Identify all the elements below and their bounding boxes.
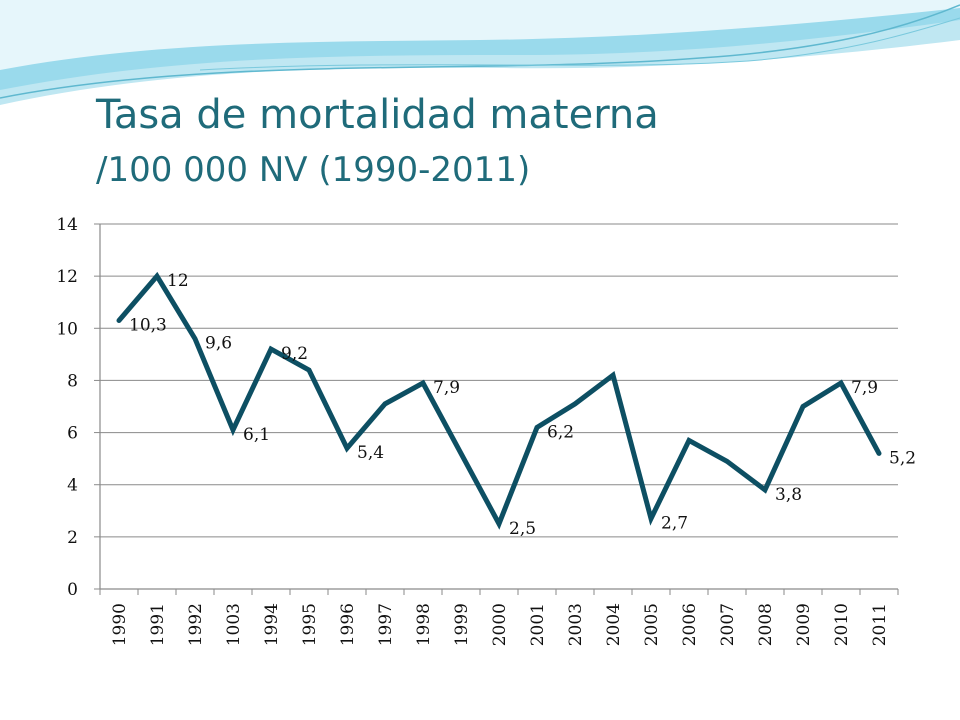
x-tick-label: 2008: [756, 603, 776, 646]
x-tick-label: 1992: [186, 603, 206, 646]
data-label: 3,8: [775, 485, 802, 505]
x-tick-label: 1994: [262, 603, 282, 646]
data-label: 6,1: [243, 425, 270, 445]
series-group: [116, 271, 882, 530]
y-tick-label: 6: [67, 424, 78, 444]
x-tick-label: 1003: [224, 603, 244, 646]
data-label: 9,2: [281, 344, 308, 364]
data-label: 5,2: [889, 448, 916, 468]
x-tick-label: 1991: [148, 603, 168, 646]
x-tick-label: 2009: [794, 603, 814, 646]
y-tick-label: 14: [56, 215, 78, 235]
x-tick-label: 2010: [832, 603, 852, 646]
y-tick-label: 12: [56, 267, 78, 287]
chart-subtitle: /100 000 NV (1990-2011): [96, 150, 531, 190]
x-tick-label: 1996: [338, 603, 358, 646]
data-label: 5,4: [357, 443, 384, 463]
y-tick-label: 10: [56, 319, 78, 339]
y-tick-label: 8: [67, 371, 78, 391]
x-tick-label: 2000: [490, 603, 510, 646]
data-label: 2,7: [661, 514, 688, 534]
data-labels: 10,3 12 9,6 6,1 9,2 5,4 7,9 2,5 6,2 2,7 3,8 7,9 5,2: [129, 271, 916, 539]
x-tick-label: 2007: [718, 603, 738, 646]
y-tick-label: 4: [67, 476, 78, 496]
data-label: 12: [167, 271, 189, 291]
x-tick-label: 2011: [870, 603, 890, 646]
x-tick-label: 1999: [452, 603, 472, 646]
x-tick-label: 1990: [110, 603, 130, 646]
y-tick-label: 2: [67, 528, 78, 548]
x-axis-ticks: 1990 1991 1992 1003 1994 1995 1996 1997 1998 1999…: [110, 603, 890, 646]
data-label: 7,9: [433, 378, 460, 398]
x-tick-label: 2001: [528, 603, 548, 646]
chart-title: Tasa de mortalidad materna: [96, 92, 659, 138]
x-tick-label: 2004: [604, 603, 624, 646]
data-label: 7,9: [851, 378, 878, 398]
x-axis: [99, 224, 899, 595]
x-tick-label: 2005: [642, 603, 662, 646]
series-line: [116, 271, 882, 530]
x-tick-label: 2003: [566, 603, 586, 646]
y-tick-label: 0: [67, 580, 78, 600]
data-label: 6,2: [547, 422, 574, 442]
x-tick-label: 1998: [414, 603, 434, 646]
data-label: 2,5: [509, 519, 536, 539]
x-tick-label: 1995: [300, 603, 320, 646]
y-axis-ticks: 0 2 4 6 8 10 12 14: [56, 215, 100, 600]
data-label: 10,3: [129, 315, 167, 335]
x-tick-label: 2006: [680, 603, 700, 646]
data-label: 9,6: [205, 334, 232, 354]
x-tick-label: 1997: [376, 603, 396, 646]
header-wave-decoration: [0, 0, 960, 105]
